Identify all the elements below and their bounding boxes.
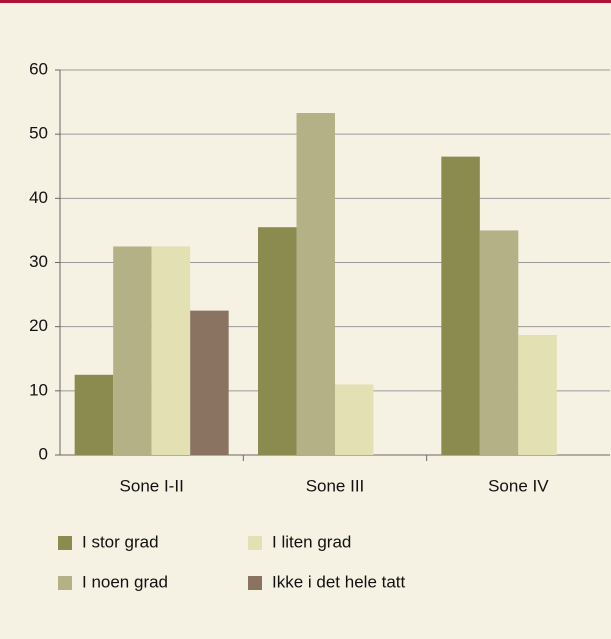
y-tick-label: 50	[29, 124, 48, 143]
y-tick-label: 20	[29, 316, 48, 335]
x-tick-label: Sone I-II	[120, 476, 184, 495]
bar	[479, 230, 519, 455]
y-tick-label: 0	[39, 444, 48, 463]
x-tick-label: Sone III	[306, 476, 365, 495]
legend-swatch	[248, 576, 262, 590]
bar	[151, 246, 191, 455]
y-tick-label: 60	[29, 59, 48, 78]
y-tick-label: 40	[29, 188, 48, 207]
bar	[296, 112, 335, 455]
y-tick-label: 10	[29, 380, 48, 399]
legend-label: I liten grad	[272, 532, 351, 551]
legend-label: I stor grad	[82, 532, 159, 551]
bar	[258, 227, 297, 455]
y-tick-label: 30	[29, 252, 48, 271]
legend-swatch	[58, 536, 72, 550]
bar	[518, 335, 557, 455]
bar	[335, 384, 374, 455]
legend-swatch	[248, 536, 262, 550]
legend-label: Ikke i det hele tatt	[272, 572, 406, 591]
x-tick-label: Sone IV	[488, 476, 549, 495]
bar	[190, 310, 229, 455]
legend-swatch	[58, 576, 72, 590]
top-rule	[0, 0, 611, 3]
bar	[74, 374, 114, 455]
bar	[113, 246, 152, 455]
bar	[441, 156, 480, 455]
legend-label: I noen grad	[82, 572, 168, 591]
